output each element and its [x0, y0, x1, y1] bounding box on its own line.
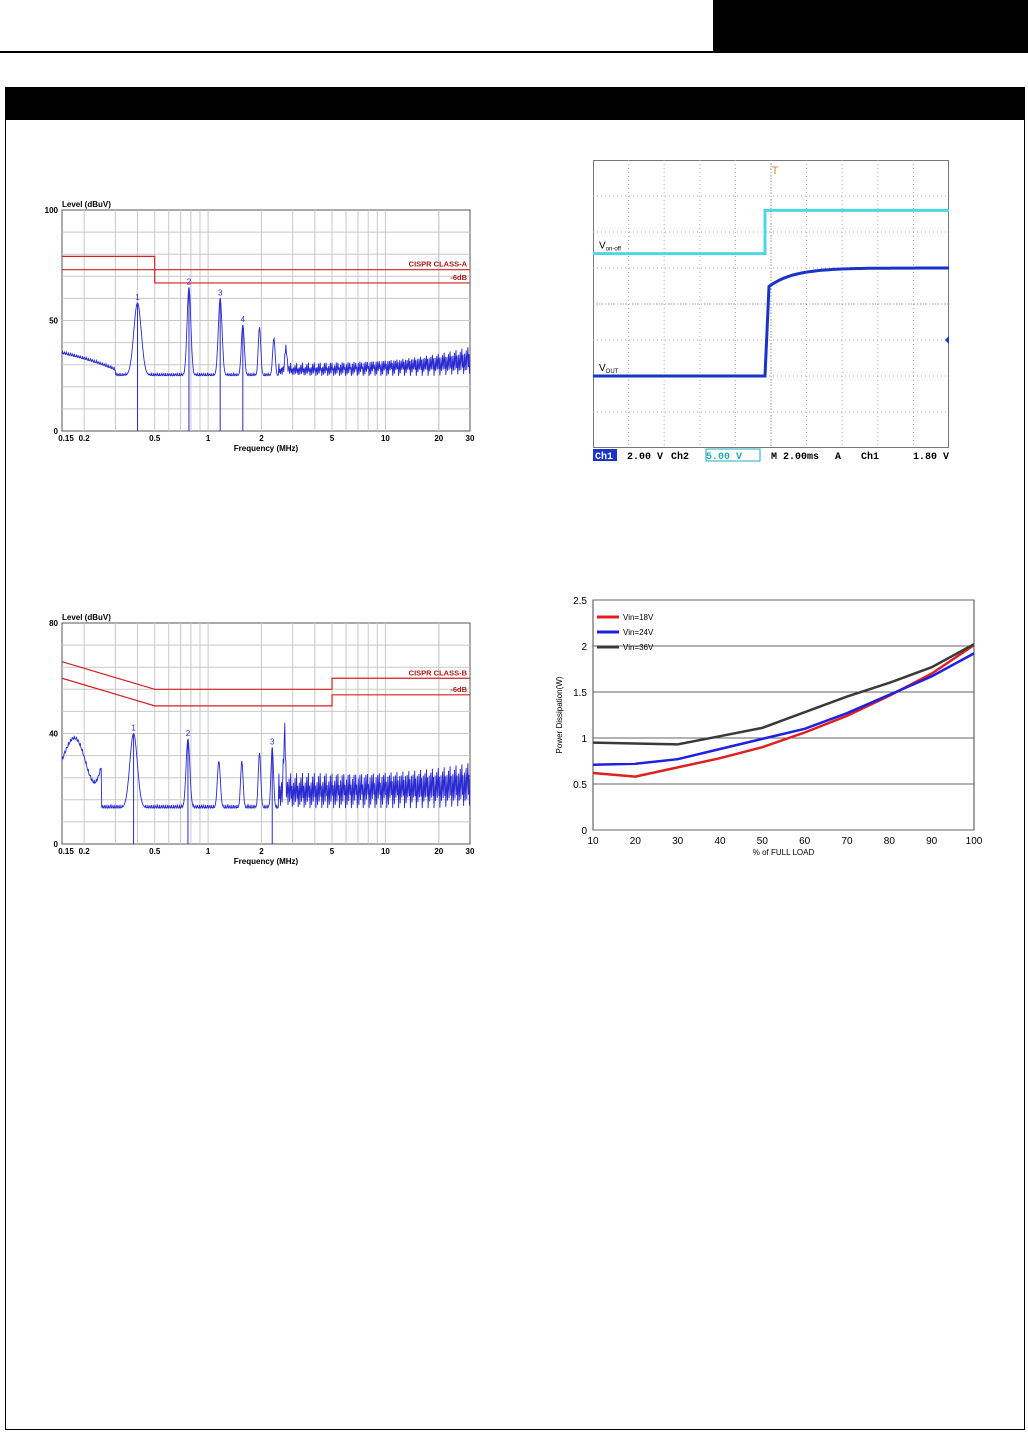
- x-tick-label: 5: [330, 847, 335, 856]
- y-tick-label: 1: [581, 734, 587, 745]
- x-tick-label: 2: [259, 847, 264, 856]
- plot-area: [592, 599, 975, 831]
- status-ch1-box: [593, 449, 617, 461]
- limit-label: -6dB: [450, 685, 467, 694]
- y-tick-label: 50: [49, 317, 58, 326]
- limit-line: [61, 677, 470, 707]
- y-tick-label: 80: [49, 619, 58, 628]
- marker-label: 4: [241, 315, 246, 324]
- y-axis-label: Level (dBuV): [62, 613, 111, 622]
- x-tick-label: 30: [672, 836, 684, 847]
- y-tick-label: 0.5: [573, 780, 587, 791]
- x-tick-label: 40: [714, 836, 726, 847]
- limit-label: CISPR CLASS-B: [409, 668, 468, 677]
- x-tick-label: 20: [434, 847, 443, 856]
- x-tick-label: 0.2: [79, 847, 91, 856]
- x-tick-label: 80: [884, 836, 896, 847]
- x-tick-label: 5: [330, 434, 335, 443]
- y-axis-label: Power Dissipation(W): [555, 676, 564, 753]
- y-tick-label: 1.5: [573, 688, 587, 699]
- power-dissipation-chart: 0 0.5 1 1.5 2 2.5 10 20 30 40 50 60 70 80 90 100 % of FU…: [555, 596, 983, 857]
- y-tick-label: 0: [581, 826, 587, 837]
- header-rule: [0, 51, 1028, 53]
- channel-label-sub: OUT: [606, 369, 619, 375]
- x-tick-label: 10: [587, 836, 599, 847]
- limit-line: [62, 255, 470, 271]
- emi-class-a-chart: 0 50 100 0.15 0.2 0.5 1 2 5 10 20 30 Level (dBuV) Fre…: [45, 200, 475, 453]
- trigger-marker: T: [772, 165, 779, 177]
- channel-label-main: V: [599, 241, 606, 252]
- section-banner: [5, 87, 1025, 120]
- marker-label: 2: [186, 729, 191, 738]
- marker-label: 2: [187, 277, 192, 286]
- x-tick-label: 0.5: [149, 434, 161, 443]
- x-tick-label: 0.15: [58, 847, 74, 856]
- y-axis-label: Level (dBuV): [62, 200, 111, 209]
- y-tick-label: 100: [45, 206, 59, 215]
- limit-label: CISPR CLASS-A: [409, 260, 468, 269]
- x-tick-label: 20: [434, 434, 443, 443]
- limit-label: -6dB: [450, 273, 467, 282]
- x-tick-label: 60: [799, 836, 811, 847]
- x-tick-label: 1: [206, 434, 211, 443]
- legend-label: Vin=18V: [623, 613, 654, 622]
- marker-label: 3: [218, 288, 223, 297]
- x-tick-label: 30: [466, 847, 475, 856]
- x-tick-label: 20: [630, 836, 642, 847]
- x-axis-label: Frequency (MHz): [234, 444, 299, 453]
- x-tick-label: 50: [757, 836, 769, 847]
- x-tick-label: 0.15: [58, 434, 74, 443]
- status-item: 5.00 V: [706, 452, 742, 462]
- level-marker: [945, 336, 949, 344]
- spectrum-trace: [61, 287, 471, 377]
- x-tick-label: 100: [966, 836, 983, 847]
- x-tick-label: 30: [466, 434, 475, 443]
- x-axis-label: Frequency (MHz): [234, 857, 299, 866]
- header-black-block: [713, 0, 1028, 51]
- channel-label: Von-off: [599, 241, 621, 253]
- spectrum-trace: [61, 722, 471, 810]
- y-tick-label: 2.5: [573, 596, 587, 607]
- x-tick-label: 70: [841, 836, 853, 847]
- x-tick-label: 90: [926, 836, 938, 847]
- series-line: [592, 643, 975, 746]
- x-tick-label: 1: [206, 847, 211, 856]
- trace-von-off: [593, 208, 949, 256]
- status-item: A: [835, 452, 841, 462]
- limit-line: [61, 661, 470, 690]
- legend-label: Vin=36V: [623, 643, 654, 652]
- x-axis-label: % of FULL LOAD: [753, 848, 815, 857]
- marker-label: 1: [131, 724, 136, 733]
- trace-vout: [593, 266, 949, 378]
- y-tick-label: 0: [54, 427, 59, 436]
- y-tick-label: 0: [54, 840, 59, 849]
- status-item: 1.80 V: [913, 452, 949, 462]
- channel-label: VOUT: [599, 363, 619, 375]
- x-tick-label: 10: [381, 434, 390, 443]
- status-item: Ch1: [595, 451, 613, 462]
- x-tick-label: 0.5: [149, 847, 161, 856]
- marker-label: 3: [270, 737, 275, 746]
- channel-label-main: V: [599, 363, 606, 374]
- x-tick-label: 0.2: [79, 434, 91, 443]
- status-item: Ch2: [671, 451, 689, 462]
- series-line: [592, 652, 975, 766]
- status-item: 2.00 V: [627, 452, 663, 462]
- marker-label: 1: [135, 293, 140, 302]
- x-tick-label: 2: [259, 434, 264, 443]
- y-tick-label: 40: [49, 730, 58, 739]
- scope-status-bar: [593, 448, 949, 462]
- legend-label: Vin=24V: [623, 628, 654, 637]
- status-ch2-box: [705, 448, 761, 462]
- y-tick-label: 2: [581, 642, 587, 653]
- limit-line: [62, 269, 470, 284]
- channel-label-sub: on-off: [606, 247, 622, 253]
- status-item: Ch1: [861, 451, 879, 462]
- x-tick-label: 10: [381, 847, 390, 856]
- emi-class-b-chart: 0 40 80 0.15 0.2 0.5 1 2 5 10 20 30 Level (dBuV) Freq…: [49, 613, 475, 866]
- status-item: M 2.00ms: [771, 452, 819, 462]
